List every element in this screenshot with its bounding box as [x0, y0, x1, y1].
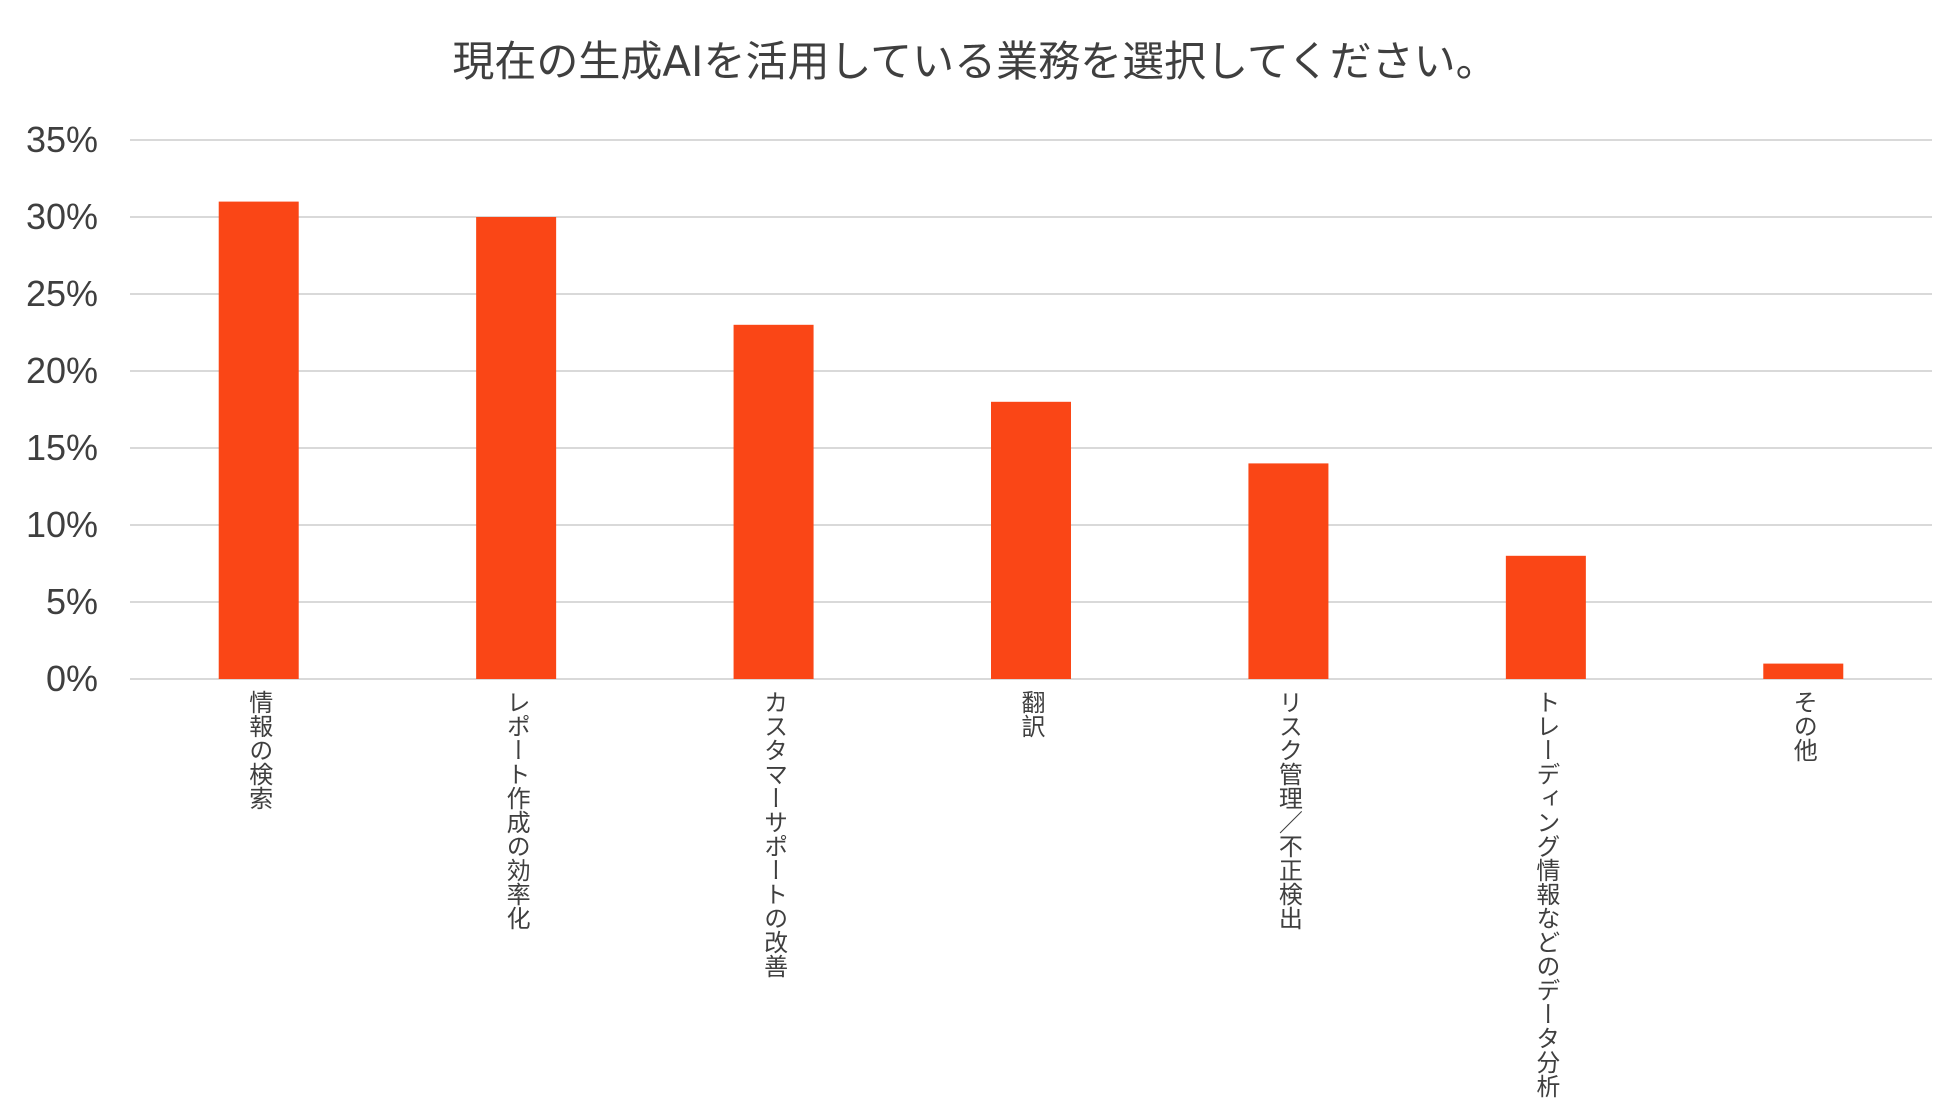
- bar: [1763, 663, 1844, 679]
- bar: [991, 401, 1071, 679]
- bars: [218, 201, 1844, 679]
- x-category-label: 翻訳: [1017, 690, 1045, 738]
- y-tick-label: 30%: [26, 196, 98, 237]
- x-category-label: 情報の検索: [245, 690, 273, 810]
- x-category-label: トレーディング情報などのデータ分析: [1532, 690, 1560, 1098]
- bar: [218, 201, 299, 679]
- y-tick-label: 15%: [26, 427, 98, 468]
- y-tick-label: 10%: [26, 504, 98, 545]
- x-axis-category-labels: 情報の検索 レポート作成の効率化 カスタマーサポートの改善 翻訳 リスク管理／不正検出 ト…: [245, 690, 1818, 1098]
- x-category-label: その他: [1789, 690, 1817, 762]
- bar: [476, 217, 557, 679]
- bar: [1248, 463, 1329, 679]
- y-tick-label: 25%: [26, 273, 98, 314]
- bar: [1505, 555, 1586, 679]
- y-tick-label: 35%: [26, 119, 98, 160]
- y-axis-tick-labels: 0% 5% 10% 15% 20% 25% 30% 35%: [26, 119, 98, 699]
- y-tick-label: 5%: [46, 581, 98, 622]
- y-tick-label: 0%: [46, 658, 98, 699]
- bar: [733, 324, 814, 679]
- x-category-label: レポート作成の効率化: [502, 690, 530, 930]
- chart-title: 現在の生成AIを活用している業務を選択してください。: [452, 37, 1498, 86]
- x-category-label: リスク管理／不正検出: [1274, 690, 1302, 930]
- y-tick-label: 20%: [26, 350, 98, 391]
- x-category-label: カスタマーサポートの改善: [760, 690, 788, 978]
